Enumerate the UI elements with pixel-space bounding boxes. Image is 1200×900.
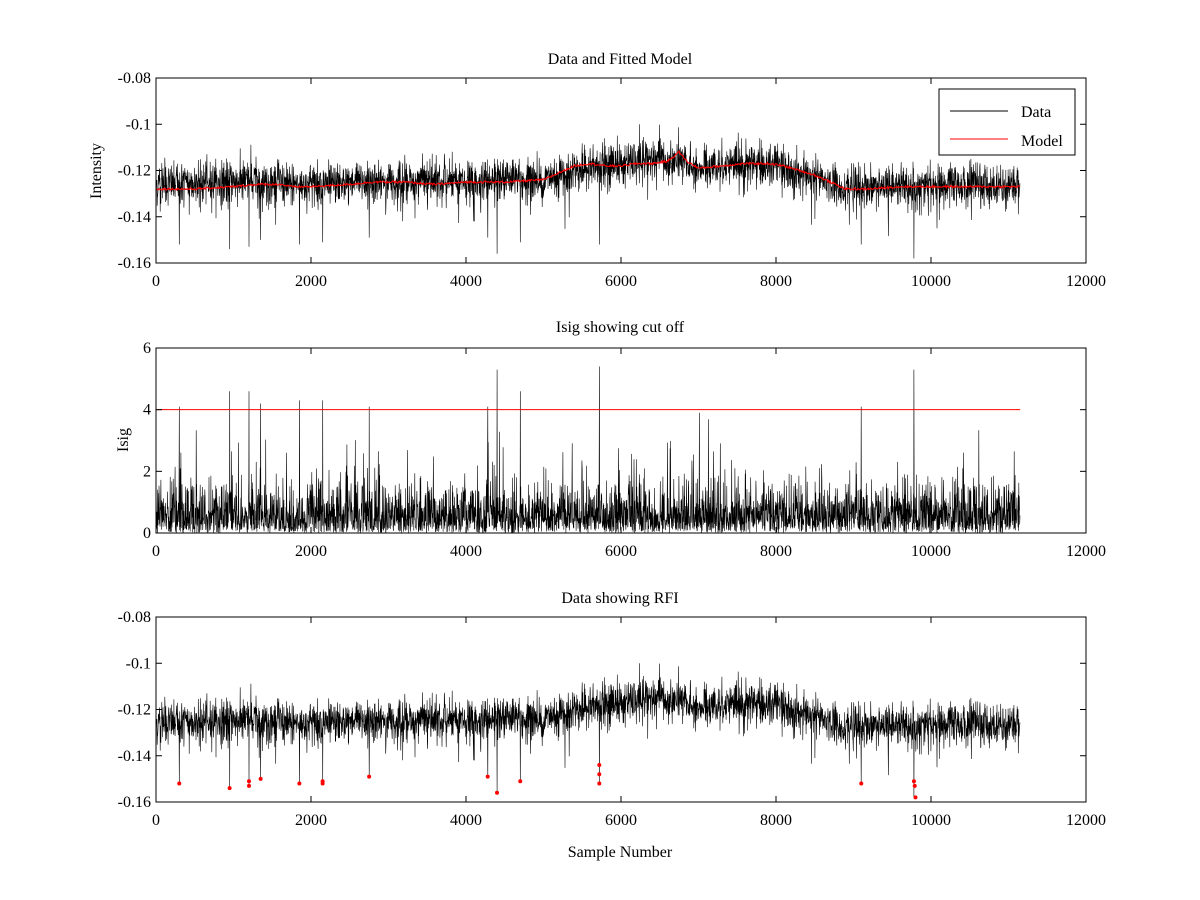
rfi-point [367, 774, 372, 779]
x-tick-label: 6000 [605, 543, 637, 560]
tick-group: 0 2000 4000 6000 8000 10000 12000 0 2 4 6 [143, 340, 1106, 560]
y-tick-label: -0.08 [118, 609, 151, 626]
panel-title: Data showing RFI [561, 590, 678, 607]
y-tick-label: 2 [143, 463, 151, 480]
y-tick-label: 6 [143, 340, 151, 357]
x-tick-label: 12000 [1066, 543, 1106, 560]
rfi-point [597, 763, 602, 767]
x-tick-label: 2000 [295, 812, 327, 829]
x-tick-label: 10000 [911, 812, 951, 829]
rfi-point [495, 790, 499, 795]
rfi-point [597, 772, 602, 777]
series-line-data [155, 124, 1021, 259]
series-group [155, 366, 1021, 534]
legend-box [938, 88, 1076, 156]
rfi-point [485, 774, 490, 779]
x-tick-label: 0 [152, 812, 160, 829]
rfi-point [320, 781, 325, 786]
y-tick-label: -0.14 [118, 209, 151, 226]
x-axis-label: Sample Number [568, 844, 673, 861]
rfi-point [177, 781, 182, 786]
y-tick-label: -0.12 [118, 163, 151, 180]
x-tick-label: 4000 [450, 273, 482, 290]
rfi-point [859, 781, 864, 786]
panel-isig-showing-cut-off: Isig showing cut off Isig 0 2000 4000 6000 8… [115, 319, 1106, 560]
y-tick-label: -0.16 [118, 794, 151, 811]
panel-data-and-fitted-model: Data and Fitted Model Intensity 0 2000 400… [88, 51, 1106, 290]
x-tick-label: 8000 [760, 273, 792, 290]
y-axis-label: Isig [115, 428, 132, 452]
legend-label-model: Model [1021, 133, 1063, 150]
rfi-point [247, 783, 251, 788]
series-line-data [155, 663, 1021, 798]
x-tick-label: 8000 [760, 812, 792, 829]
rfi-point [297, 781, 302, 786]
series-group [155, 663, 1021, 800]
rfi-point [518, 779, 523, 784]
x-tick-label: 12000 [1066, 812, 1106, 829]
x-tick-label: 4000 [450, 812, 482, 829]
y-axis-label: Intensity [88, 143, 105, 199]
x-tick-label: 10000 [911, 543, 951, 560]
rfi-point [597, 781, 602, 786]
x-tick-label: 10000 [911, 273, 951, 290]
y-tick-label: -0.16 [118, 255, 151, 272]
series-line-model [155, 150, 1021, 192]
tick-group: 0 2000 4000 6000 8000 10000 12000 -0.16 -0.14 -0.… [118, 609, 1106, 829]
panel-title: Isig showing cut off [556, 319, 685, 336]
x-tick-label: 6000 [605, 273, 637, 290]
x-tick-label: 0 [152, 543, 160, 560]
y-tick-label: -0.14 [118, 748, 151, 765]
y-tick-label: -0.1 [126, 116, 151, 133]
y-tick-label: 4 [143, 402, 151, 419]
x-tick-label: 6000 [605, 812, 637, 829]
tick-group: 0 2000 4000 6000 8000 10000 12000 -0.16 -0.14 -0.… [118, 70, 1106, 290]
x-tick-label: 4000 [450, 543, 482, 560]
x-tick-label: 12000 [1066, 273, 1106, 290]
x-tick-label: 8000 [760, 543, 792, 560]
rfi-point [247, 779, 251, 784]
x-tick-label: 2000 [295, 273, 327, 290]
y-tick-label: -0.12 [118, 702, 151, 719]
series-line-isig [155, 366, 1021, 534]
y-tick-label: 0 [143, 525, 151, 542]
rfi-point [258, 776, 263, 781]
rfi-point [912, 783, 917, 788]
panel-data-showing-rfi: Data showing RFI Sample Number 0 2000 4000… [118, 590, 1106, 861]
x-tick-label: 0 [152, 273, 160, 290]
panel-title: Data and Fitted Model [548, 51, 693, 68]
x-tick-label: 2000 [295, 543, 327, 560]
series-group [155, 124, 1021, 259]
rfi-point [227, 786, 232, 791]
rfi-point [911, 779, 916, 784]
rfi-point [913, 795, 918, 800]
y-tick-label: -0.1 [126, 655, 151, 672]
legend: Data Model [938, 88, 1076, 156]
y-tick-label: -0.08 [118, 70, 151, 87]
legend-label-data: Data [1021, 104, 1051, 121]
